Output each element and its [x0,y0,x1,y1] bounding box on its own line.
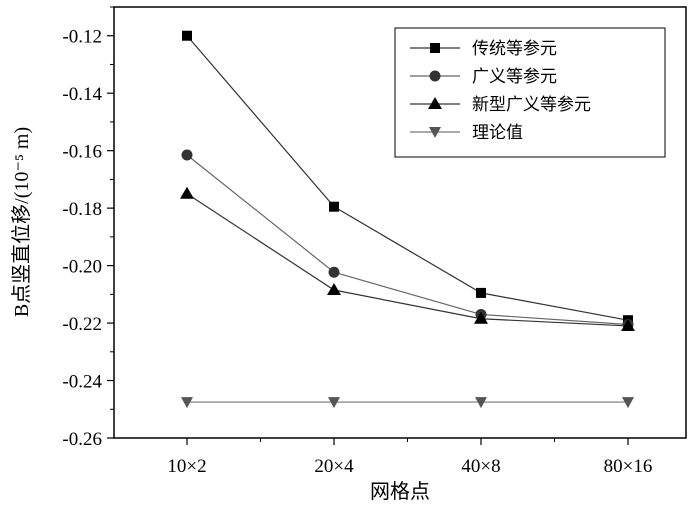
legend-item: 广义等参元 [410,67,557,86]
y-tick-label: -0.18 [62,199,102,220]
plot-frame [113,6,687,439]
x-tick-label: 20×4 [314,456,354,477]
y-tick-label: -0.24 [62,372,102,393]
y-tick-label: -0.12 [62,27,102,48]
legend-item: 新型广义等参元 [410,95,591,114]
x-axis-title: 网格点 [370,480,430,503]
series-3 [180,186,635,331]
y-tick-label: -0.26 [62,429,102,450]
legend-label: 理论值 [472,123,523,142]
legend-marker [430,43,440,53]
y-tick-label: -0.22 [62,314,102,335]
data-point [475,397,487,409]
data-point [327,283,341,296]
series-line [186,35,629,321]
y-axis: -0.12 -0.14 -0.16 -0.18 -0.20 -0.22 -0.24 -0.26 [62,6,114,450]
y-tick-label: -0.14 [62,84,102,105]
series-line [186,154,629,326]
x-axis: 10×2 20×4 40×8 80×16 [167,438,652,477]
legend-marker [429,70,441,82]
legend-label: 传统等参元 [472,39,557,58]
x-tick-label: 10×2 [167,456,206,477]
data-point [474,311,488,324]
legend-label: 广义等参元 [472,67,557,86]
data-point [181,149,193,161]
data-point [329,201,339,212]
data-point [182,30,192,41]
x-tick-label: 80×16 [604,456,653,477]
legend-marker [429,127,441,138]
y-axis-title: B点竖直位移/(10⁻⁵ m) [10,127,33,317]
data-point [180,186,194,199]
data-point [476,287,486,298]
series-line [186,193,629,327]
y-tick-label: -0.16 [62,142,102,163]
data-point [328,397,340,409]
y-tick-label: -0.20 [62,257,102,278]
legend-item: 传统等参元 [410,39,557,58]
legend-label: 新型广义等参元 [472,95,591,114]
data-point [621,318,635,331]
data-point [328,266,340,278]
series-2 [181,149,634,331]
data-point [181,397,193,409]
series-group [180,30,635,409]
legend-marker [428,97,442,109]
series-4 [181,397,634,409]
data-point [622,397,634,409]
legend-item: 理论值 [410,123,523,142]
x-tick-label: 40×8 [461,456,500,477]
